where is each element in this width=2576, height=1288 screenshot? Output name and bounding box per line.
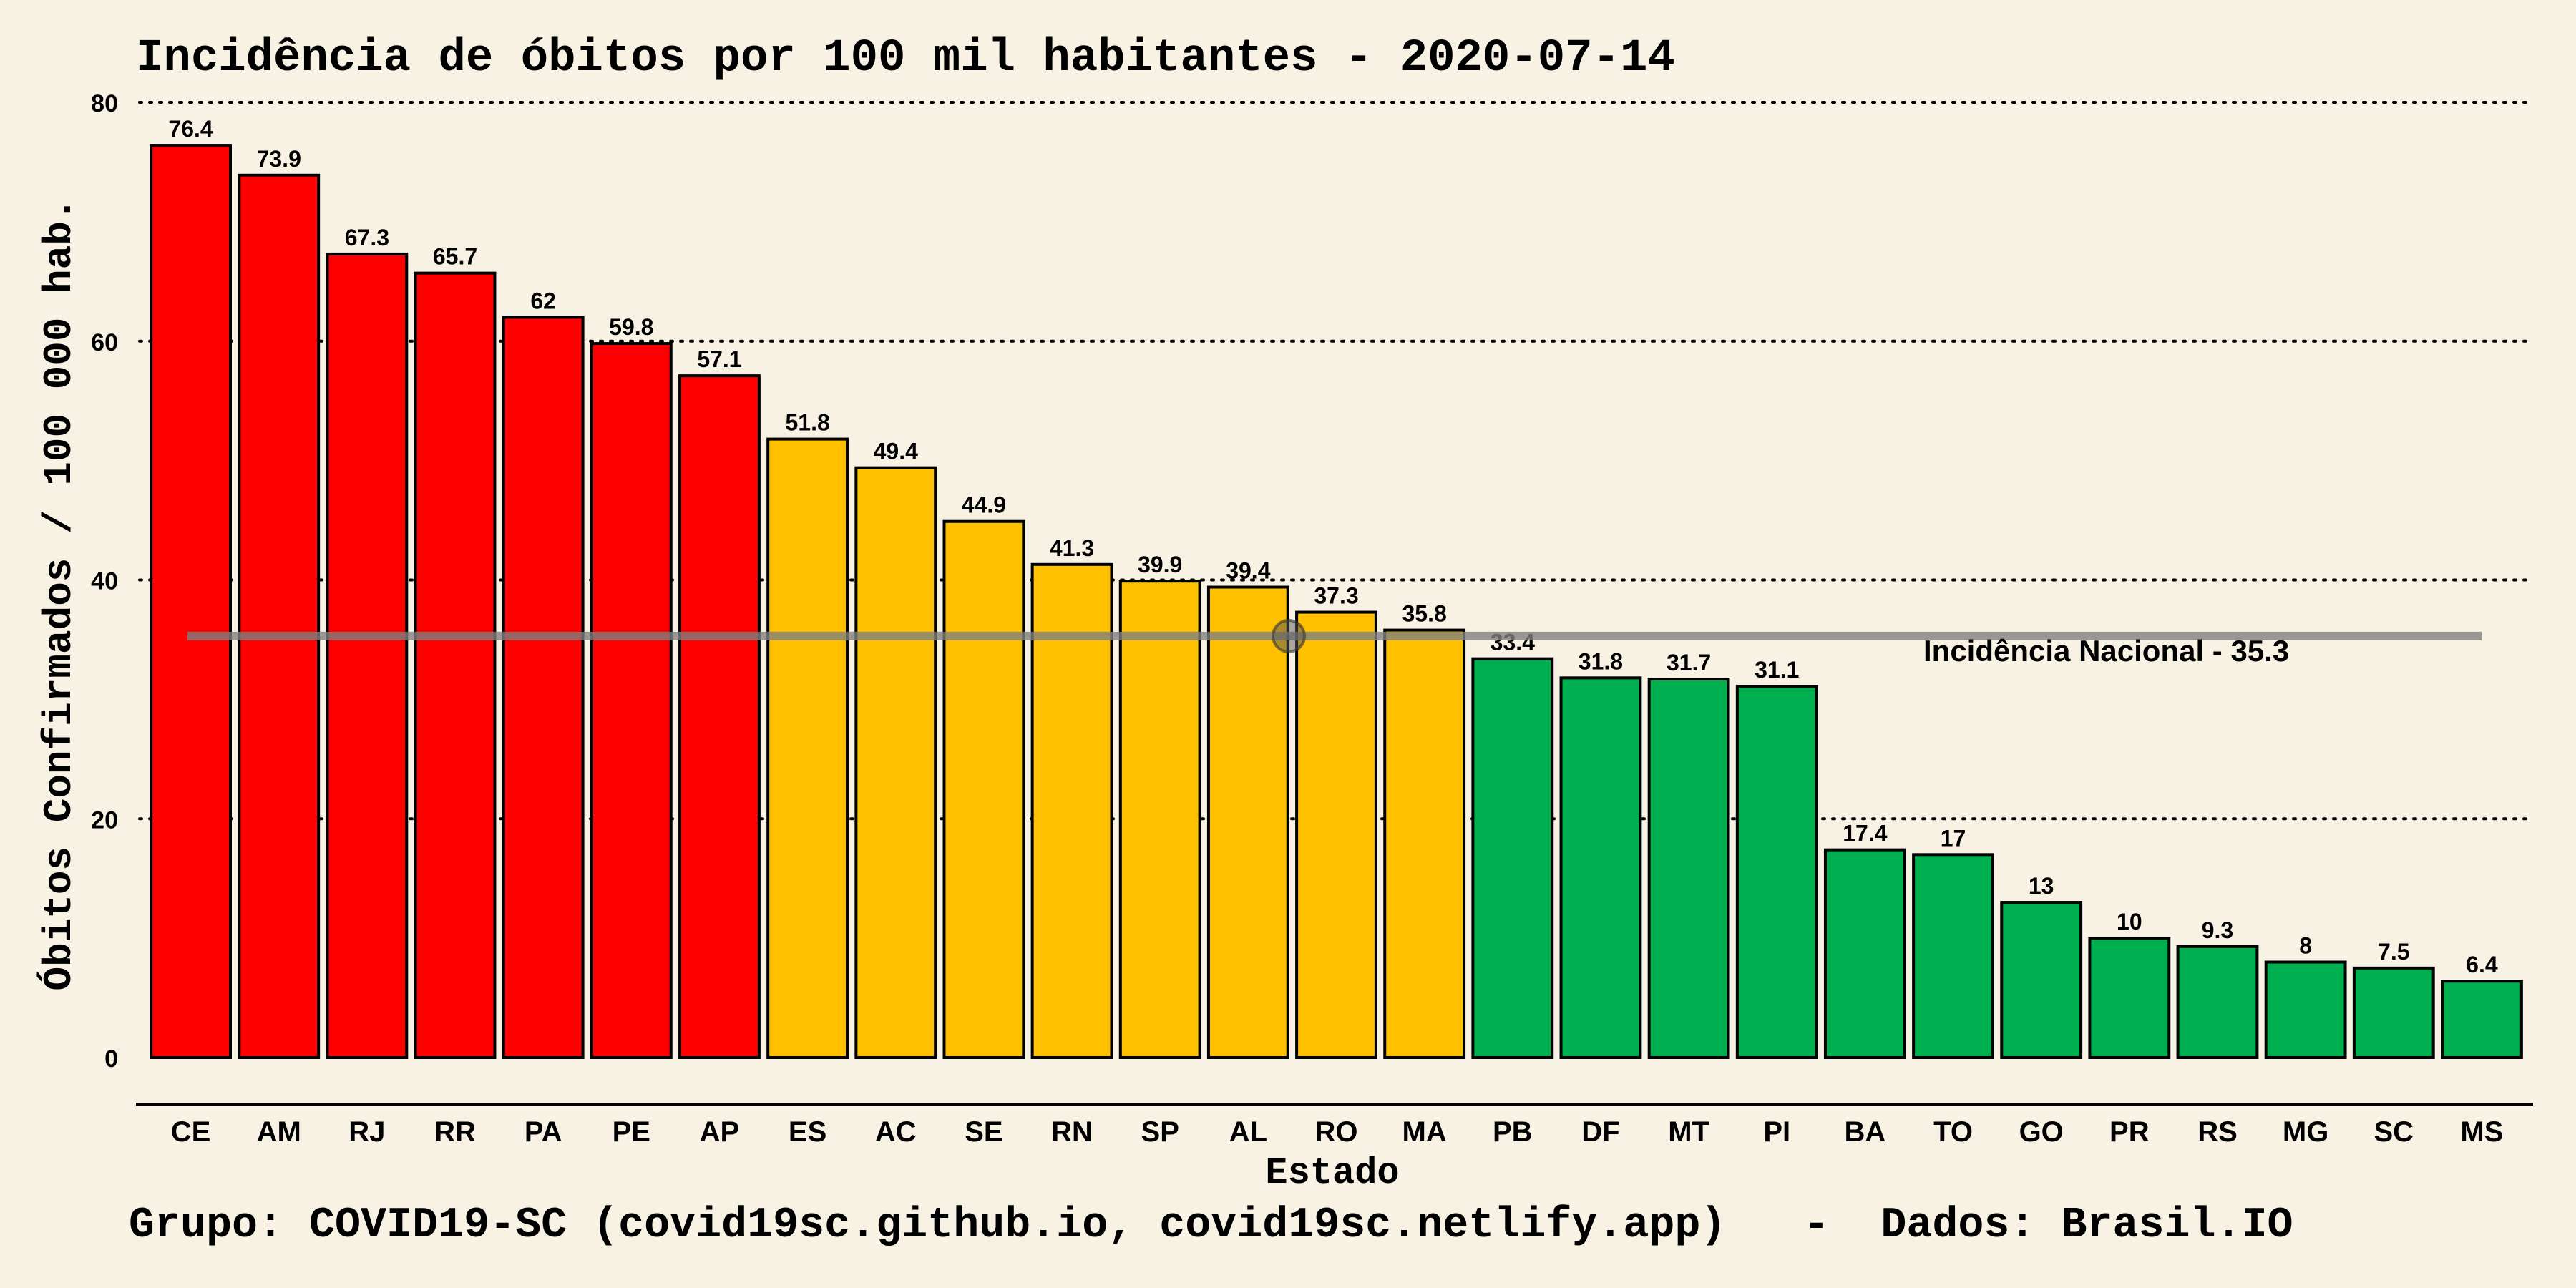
y-tick-label: 40 bbox=[91, 568, 118, 595]
bar bbox=[2441, 980, 2523, 1059]
x-tick-label: BA bbox=[1844, 1116, 1885, 1148]
bar-value-label: 37.3 bbox=[1314, 583, 1358, 609]
bar bbox=[1206, 585, 1289, 1059]
bar bbox=[1559, 676, 1642, 1059]
x-tick-label: CE bbox=[171, 1116, 211, 1148]
x-tick-label: MS bbox=[2460, 1116, 2503, 1148]
bar-value-label: 8 bbox=[2299, 933, 2312, 959]
x-tick-label: RR bbox=[434, 1116, 476, 1148]
x-tick-label: AC bbox=[875, 1116, 917, 1148]
bar bbox=[326, 252, 409, 1059]
bar-value-label: 17.4 bbox=[1843, 821, 1887, 847]
bar bbox=[502, 316, 585, 1059]
x-tick-label: SC bbox=[2373, 1116, 2414, 1148]
x-tick-label: GO bbox=[2019, 1116, 2064, 1148]
bar bbox=[1735, 685, 1818, 1059]
bar-value-label: 31.8 bbox=[1579, 648, 1623, 674]
bar bbox=[766, 437, 849, 1059]
bar-value-label: 62 bbox=[530, 288, 556, 313]
x-tick-label: PA bbox=[525, 1116, 562, 1148]
bar bbox=[2000, 901, 2083, 1059]
bar bbox=[2088, 937, 2171, 1059]
bar-value-label: 65.7 bbox=[433, 244, 477, 270]
x-tick-label: MG bbox=[2283, 1116, 2328, 1148]
x-tick-label: RS bbox=[2197, 1116, 2238, 1148]
bar-value-label: 41.3 bbox=[1050, 535, 1094, 561]
bar-value-label: 10 bbox=[2117, 909, 2142, 935]
bar bbox=[1030, 562, 1113, 1059]
x-tick-label: PB bbox=[1493, 1116, 1533, 1148]
bar-value-label: 13 bbox=[2029, 873, 2054, 899]
bar-value-label: 35.8 bbox=[1402, 601, 1447, 627]
x-tick-label: PR bbox=[2109, 1116, 2150, 1148]
x-tick-label: ES bbox=[789, 1116, 826, 1148]
bar bbox=[2264, 960, 2347, 1059]
bar-value-label: 39.4 bbox=[1226, 558, 1270, 584]
x-tick-label: SP bbox=[1141, 1116, 1179, 1148]
bar bbox=[1118, 580, 1201, 1059]
bar-value-label: 57.1 bbox=[697, 346, 741, 372]
bar bbox=[2352, 966, 2435, 1059]
bar-value-label: 6.4 bbox=[2466, 952, 2498, 977]
x-tick-label: RJ bbox=[348, 1116, 385, 1148]
bar bbox=[150, 144, 232, 1060]
bar bbox=[678, 374, 761, 1059]
x-axis-label: Estado bbox=[1265, 1152, 1399, 1194]
bar-value-label: 67.3 bbox=[345, 225, 389, 250]
x-tick-label: RO bbox=[1315, 1116, 1358, 1148]
x-tick-label: TO bbox=[1933, 1116, 1973, 1148]
bar-value-label: 76.4 bbox=[168, 116, 213, 142]
bar-value-label: 7.5 bbox=[2378, 939, 2409, 965]
gridlines bbox=[138, 101, 2534, 821]
bar bbox=[1295, 610, 1377, 1059]
bar-value-label: 44.9 bbox=[962, 492, 1006, 518]
bar-value-label: 17 bbox=[1941, 825, 1966, 851]
x-tick-label: PE bbox=[613, 1116, 650, 1148]
bar bbox=[2176, 945, 2259, 1060]
x-tick-label: AM bbox=[257, 1116, 301, 1148]
x-tick-label: AP bbox=[700, 1116, 740, 1148]
bar bbox=[590, 342, 673, 1059]
bar bbox=[1647, 678, 1730, 1059]
bar-value-label: 9.3 bbox=[2202, 917, 2233, 943]
bar bbox=[1471, 657, 1554, 1059]
y-tick-label: 0 bbox=[104, 1045, 118, 1073]
source-caption: Grupo: COVID19-SC (covid19sc.github.io, … bbox=[129, 1201, 2293, 1250]
bar bbox=[238, 173, 321, 1060]
y-tick-label: 80 bbox=[91, 90, 118, 117]
y-tick-label: 20 bbox=[91, 806, 118, 834]
x-tick-label: AL bbox=[1229, 1116, 1267, 1148]
y-axis-ticks: 0 20 40 60 80 bbox=[91, 90, 118, 1073]
bar-value-label: 31.1 bbox=[1755, 657, 1799, 683]
national-incidence-label: Incidência Nacional - 35.3 bbox=[1923, 634, 2289, 668]
x-axis-ticks: CE AM RJ RR PA PE AP ES AC SE RN SP AL RO MA PB DF MT PI BA… bbox=[171, 1116, 2504, 1148]
bars: 76.4 73.9 67.3 65.7 62 59.8 57.1 51.8 49.4 44.9 41… bbox=[150, 116, 2523, 1060]
x-tick-label: DF bbox=[1581, 1116, 1619, 1148]
bar bbox=[1823, 848, 1906, 1059]
x-tick-label: MT bbox=[1668, 1116, 1709, 1148]
bar-value-label: 39.9 bbox=[1138, 552, 1182, 577]
x-tick-label: RN bbox=[1051, 1116, 1093, 1148]
bar bbox=[1912, 853, 1994, 1059]
chart-title: Incidência de óbitos por 100 mil habitan… bbox=[136, 33, 1675, 84]
x-tick-label: MA bbox=[1402, 1116, 1447, 1148]
reference-line-group: Incidência Nacional - 35.3 bbox=[187, 618, 2482, 668]
bar bbox=[414, 271, 497, 1060]
bar-value-label: 73.9 bbox=[257, 146, 301, 172]
y-axis-label: Óbitos Confirmados / 100 000 hab. bbox=[36, 197, 82, 991]
x-tick-label: SE bbox=[965, 1116, 1002, 1148]
bar-value-label: 31.7 bbox=[1667, 650, 1711, 675]
bar-value-label: 59.8 bbox=[609, 314, 653, 340]
national-incidence-marker bbox=[1272, 618, 1306, 653]
bar-value-label: 49.4 bbox=[874, 439, 918, 464]
bar bbox=[1383, 628, 1466, 1059]
x-tick-label: PI bbox=[1763, 1116, 1790, 1148]
bar bbox=[942, 519, 1025, 1059]
bar bbox=[854, 466, 937, 1059]
bar-value-label: 51.8 bbox=[785, 410, 829, 436]
y-tick-label: 60 bbox=[91, 329, 118, 356]
